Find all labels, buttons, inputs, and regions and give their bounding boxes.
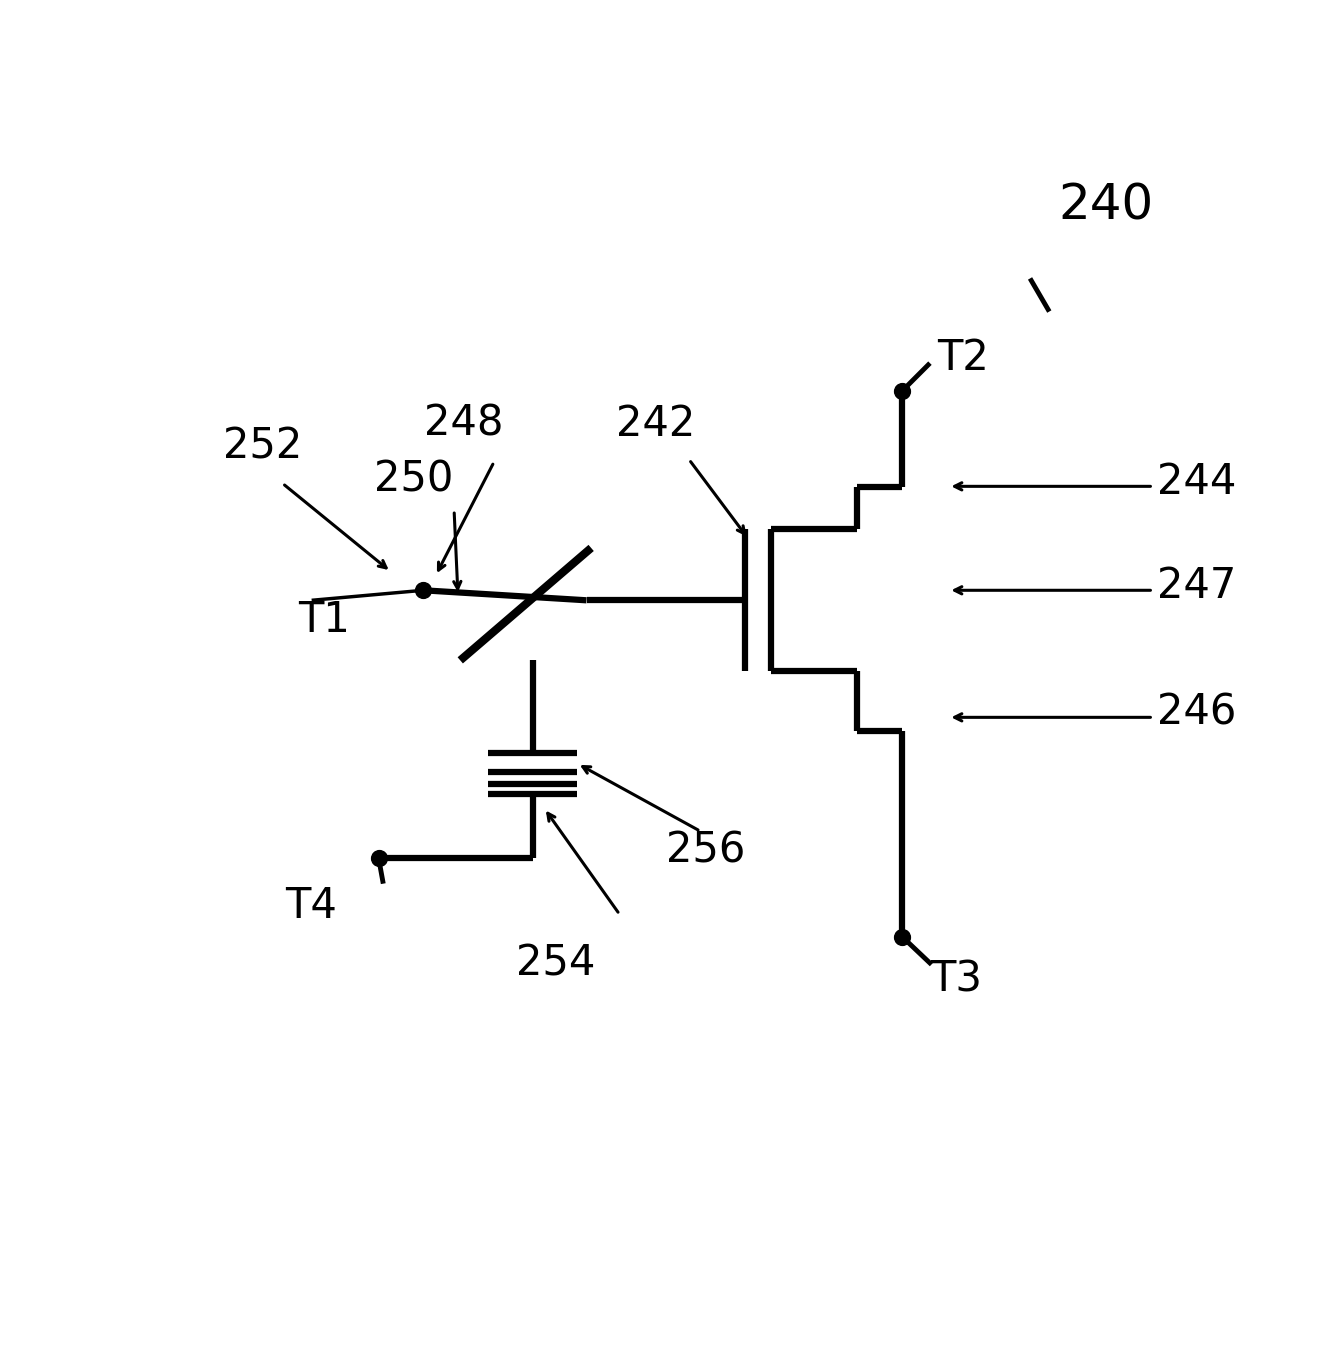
Text: 246: 246 (1157, 691, 1237, 734)
Text: 250: 250 (374, 459, 454, 500)
Text: 244: 244 (1157, 461, 1237, 503)
Text: 256: 256 (666, 830, 746, 872)
Text: T2: T2 (937, 336, 989, 379)
Point (892, 381, 913, 402)
Text: T1: T1 (299, 599, 350, 640)
Text: 252: 252 (223, 425, 303, 467)
Text: T4: T4 (285, 885, 337, 927)
Text: 242: 242 (616, 404, 695, 445)
Text: 248: 248 (425, 404, 503, 445)
Text: T3: T3 (930, 958, 982, 1001)
Text: 240: 240 (1059, 182, 1153, 229)
Point (413, 580, 434, 601)
Text: 247: 247 (1157, 565, 1237, 607)
Text: 254: 254 (516, 943, 594, 985)
Point (368, 847, 389, 869)
Point (892, 925, 913, 947)
